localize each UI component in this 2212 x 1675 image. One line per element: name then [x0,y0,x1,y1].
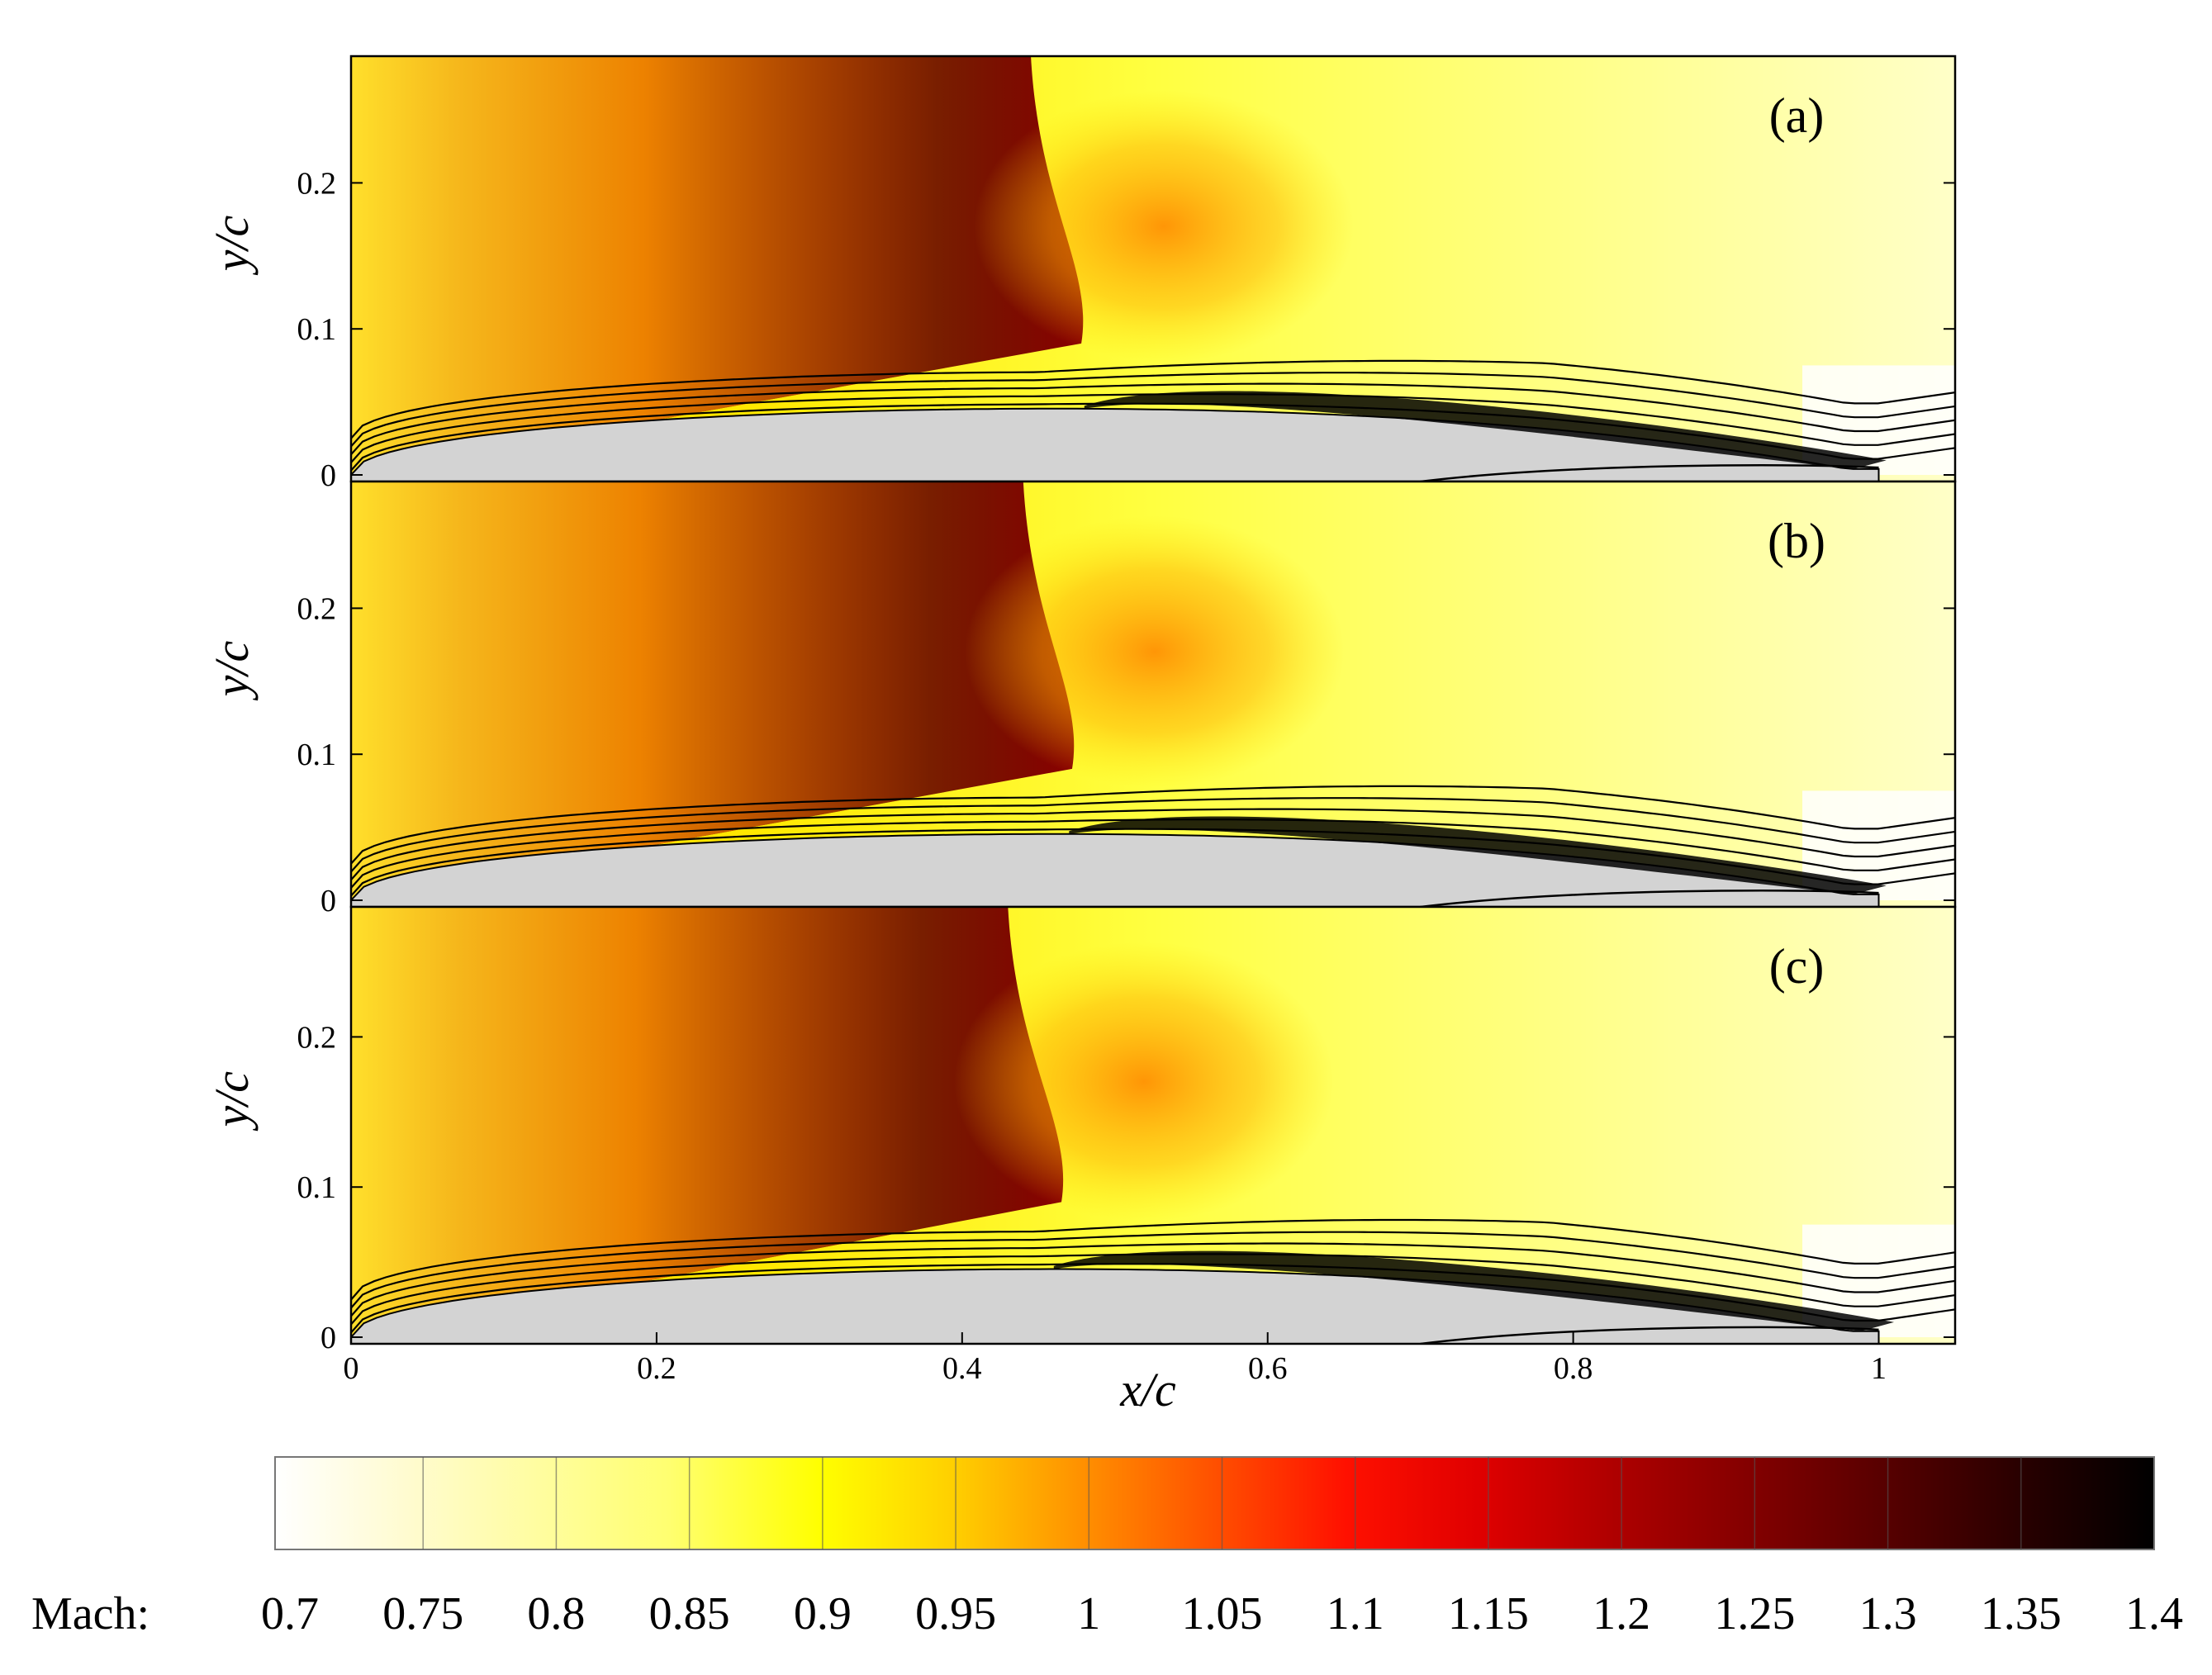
mach-field [351,482,1955,907]
x-tick-label: 0.4 [942,1351,982,1386]
colorbar-tick-label: 1.1 [1327,1588,1384,1639]
colorbar-tick-label: 0.9 [794,1588,852,1639]
separation-bubble [1084,391,1887,469]
y-axis-label: y/c [205,641,259,701]
y-tick-label: 0.2 [297,166,337,201]
colorbar-tick-label: 1 [1077,1588,1100,1639]
y-tick-label: 0 [320,1321,336,1355]
x-tick-label: 0.6 [1248,1351,1288,1386]
colorbar-tick-label: 0.8 [527,1588,585,1639]
leading-edge-gradient [351,482,1075,900]
panel-tag: (a) [1769,88,1825,143]
colorbar-tick-label: 1.35 [1981,1588,2062,1639]
lower-streamline [1420,463,1879,482]
colorbar-tick-label: 1.2 [1593,1588,1650,1639]
streamline [351,1242,1955,1317]
leading-edge-gradient [351,907,1064,1337]
streamline [351,1218,1955,1301]
colorbar-label: Mach: [31,1588,150,1639]
panel-2: 0 0.1 0.2 y/c (b) [205,480,1957,918]
leading-edge-gradient [351,56,1084,475]
panel-frame [349,905,1957,1345]
x-tick-label: 0.2 [637,1351,676,1386]
post-shock-region [964,515,1345,788]
streamline [351,797,1955,873]
streamline [351,808,1955,881]
contour-panels: 00.10.2y/c(a)00.10.2y/c(b)00.10.2y/c(c)0… [205,55,1957,1386]
x-tick-label: 1 [1871,1351,1887,1386]
y-axis-label: y/c [205,1071,259,1132]
colorbar-tick-label: 0.75 [382,1588,463,1639]
streamline [351,382,1955,456]
x-axis-label: x/c [1119,1363,1176,1416]
streamline [351,1231,1955,1309]
colorbar-tick-label: 0.85 [649,1588,730,1639]
colorbar-tick-label: 1.3 [1859,1588,1917,1639]
y-tick-label: 0 [320,884,336,918]
streamline [351,372,1955,448]
colorbar-gradient [274,1456,2155,1550]
panel-3: 0 0.1 0.2 y/c (c) [205,905,1957,1355]
panel-1: 0 0.1 0.2 y/c (a) [205,55,1957,493]
colorbar-tick-label: 1.15 [1448,1588,1529,1639]
colorbar-tick-label: 1.4 [2125,1588,2183,1639]
panel-tag: (c) [1769,939,1825,994]
y-tick-label: 0.2 [297,1020,337,1055]
colorbar-tick-label: 0.95 [915,1588,996,1639]
colorbar-dividers [422,1457,2022,1549]
panel-tag: (b) [1768,514,1825,568]
y-tick-label: 0.1 [297,1170,337,1205]
mach-colorbar: Mach: 0.7 0.75 0.8 0.85 0.9 0.95 1 1.05 1.1 1.15 1… [31,1456,2183,1639]
y-tick-label: 0 [320,458,336,493]
y-tick-label: 0.2 [297,591,337,626]
streamline [351,785,1955,865]
y-tick-label: 0.1 [297,738,337,772]
colorbar-tick-label: 0.7 [261,1588,319,1639]
x-tick-label: 0 [344,1351,359,1386]
separation-bubble [1053,1250,1895,1331]
lower-streamline [1420,1326,1879,1344]
mach-field [351,907,1955,1344]
colorbar-tick-labels: 0.7 0.75 0.8 0.85 0.9 0.95 1 1.05 1.1 1.15 1.2 1.25… [261,1588,2183,1639]
y-axis-label: y/c [205,216,259,276]
x-tick-label: 0.8 [1554,1351,1593,1386]
mach-field [351,56,1955,482]
colorbar-tick-label: 1.25 [1714,1588,1795,1639]
separation-bubble [1069,816,1887,894]
lower-streamline [1420,890,1879,907]
colorbar-tick-label: 1.05 [1182,1588,1263,1639]
post-shock-region [974,90,1355,363]
y-tick-label: 0.1 [297,312,337,347]
streamline [351,359,1955,439]
post-shock-region [954,942,1335,1222]
